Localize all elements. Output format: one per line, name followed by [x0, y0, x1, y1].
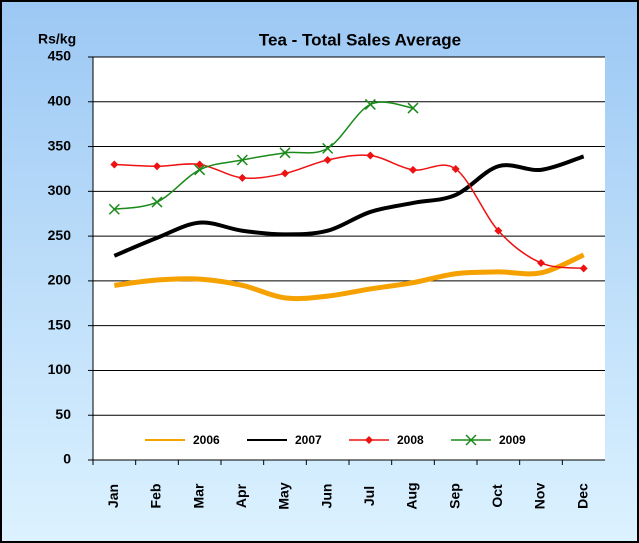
x-tick-label: Sep [446, 483, 462, 509]
marker [110, 160, 119, 169]
x-tick-label: Aug [404, 482, 420, 509]
x-tick-label: Jan [105, 484, 121, 508]
marker [365, 436, 373, 444]
marker [366, 151, 375, 160]
x-tick-label: Dec [574, 483, 590, 509]
x-tick-label: Oct [489, 484, 505, 508]
line [114, 101, 414, 210]
y-tick-label: 400 [48, 92, 72, 108]
y-tick-label: 100 [48, 361, 72, 377]
marker [323, 155, 332, 164]
marker [409, 165, 417, 174]
marker [195, 160, 204, 169]
x-tick-label: Mar [190, 483, 206, 508]
x-tick-label: Jul [361, 486, 377, 506]
marker [238, 173, 247, 182]
marker [407, 102, 419, 114]
y-tick-label: 300 [48, 182, 72, 198]
marker [494, 226, 503, 235]
y-tick-label: 450 [48, 48, 72, 64]
legend-label: 2006 [193, 433, 220, 447]
y-tick-label: 250 [48, 227, 72, 243]
line [114, 252, 585, 302]
marker [322, 142, 334, 154]
marker [236, 154, 248, 166]
legend-label: 2008 [397, 433, 424, 447]
y-tick-label: 150 [48, 316, 72, 332]
y-tick-label: 200 [48, 272, 72, 288]
marker [279, 147, 291, 159]
legend-label: 2009 [499, 433, 526, 447]
marker [108, 203, 120, 215]
marker [451, 164, 460, 173]
y-axis-label: Rs/kg [38, 31, 76, 47]
marker [281, 169, 289, 178]
x-tick-label: Feb [148, 484, 164, 509]
marker [151, 196, 163, 208]
marker [153, 162, 161, 171]
chart-title: Tea - Total Sales Average [259, 30, 461, 49]
x-tick-label: Apr [233, 483, 249, 508]
y-tick-label: 50 [55, 406, 71, 422]
marker [194, 164, 206, 176]
x-tick-label: Nov [532, 483, 548, 510]
marker [465, 434, 477, 446]
x-tick-label: May [276, 482, 292, 509]
line [113, 154, 585, 258]
marker [579, 264, 588, 273]
x-tick-label: Jun [318, 484, 334, 509]
plot-area [93, 57, 605, 460]
y-tick-label: 350 [48, 137, 72, 153]
legend-label: 2007 [295, 433, 322, 447]
marker [364, 98, 376, 110]
y-tick-label: 0 [63, 451, 71, 467]
marker [537, 258, 545, 267]
